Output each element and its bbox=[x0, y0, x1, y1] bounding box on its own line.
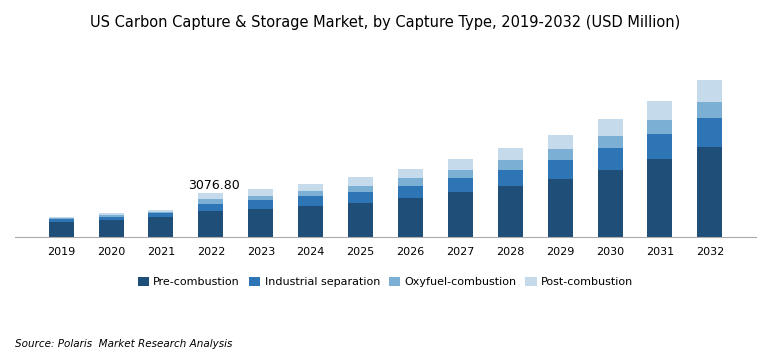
Bar bbox=[348, 186, 373, 192]
Bar bbox=[648, 134, 672, 159]
Bar bbox=[298, 191, 323, 196]
Bar bbox=[697, 118, 722, 147]
Bar bbox=[498, 148, 523, 160]
Bar bbox=[198, 204, 224, 211]
Bar bbox=[348, 203, 373, 237]
Bar bbox=[498, 169, 523, 186]
Bar bbox=[298, 184, 323, 191]
Bar bbox=[598, 136, 622, 148]
Bar bbox=[498, 186, 523, 237]
Bar bbox=[198, 193, 224, 199]
Bar bbox=[398, 186, 423, 198]
Bar bbox=[398, 179, 423, 186]
Bar bbox=[598, 148, 622, 169]
Bar bbox=[547, 179, 573, 237]
Bar bbox=[248, 196, 273, 201]
Bar bbox=[348, 192, 373, 203]
Bar bbox=[398, 198, 423, 237]
Bar bbox=[697, 80, 722, 102]
Legend: Pre-combustion, Industrial separation, Oxyfuel-combustion, Post-combustion: Pre-combustion, Industrial separation, O… bbox=[133, 273, 638, 292]
Bar bbox=[49, 222, 74, 237]
Bar bbox=[99, 215, 123, 217]
Bar bbox=[248, 189, 273, 196]
Bar bbox=[99, 217, 123, 220]
Bar bbox=[248, 209, 273, 237]
Bar bbox=[99, 220, 123, 237]
Bar bbox=[298, 196, 323, 206]
Bar bbox=[697, 147, 722, 237]
Bar bbox=[198, 199, 224, 204]
Bar bbox=[547, 149, 573, 160]
Bar bbox=[198, 211, 224, 237]
Bar bbox=[248, 201, 273, 209]
Title: US Carbon Capture & Storage Market, by Capture Type, 2019-2032 (USD Million): US Carbon Capture & Storage Market, by C… bbox=[90, 15, 681, 30]
Bar bbox=[149, 212, 173, 214]
Bar bbox=[448, 178, 473, 192]
Bar bbox=[448, 170, 473, 178]
Text: 3076.80: 3076.80 bbox=[188, 179, 240, 192]
Bar bbox=[99, 213, 123, 215]
Bar bbox=[648, 101, 672, 120]
Bar bbox=[648, 159, 672, 237]
Bar bbox=[298, 206, 323, 237]
Bar bbox=[448, 159, 473, 170]
Bar bbox=[498, 160, 523, 169]
Bar bbox=[598, 169, 622, 237]
Bar bbox=[348, 178, 373, 186]
Bar bbox=[697, 102, 722, 118]
Bar bbox=[648, 120, 672, 134]
Bar bbox=[149, 217, 173, 237]
Bar bbox=[149, 210, 173, 212]
Bar bbox=[49, 219, 74, 222]
Text: Source: Polaris  Market Research Analysis: Source: Polaris Market Research Analysis bbox=[15, 340, 233, 349]
Bar bbox=[49, 216, 74, 218]
Bar bbox=[398, 169, 423, 179]
Bar bbox=[448, 192, 473, 237]
Bar bbox=[547, 160, 573, 179]
Bar bbox=[149, 214, 173, 217]
Bar bbox=[598, 119, 622, 136]
Bar bbox=[49, 218, 74, 219]
Bar bbox=[547, 135, 573, 149]
